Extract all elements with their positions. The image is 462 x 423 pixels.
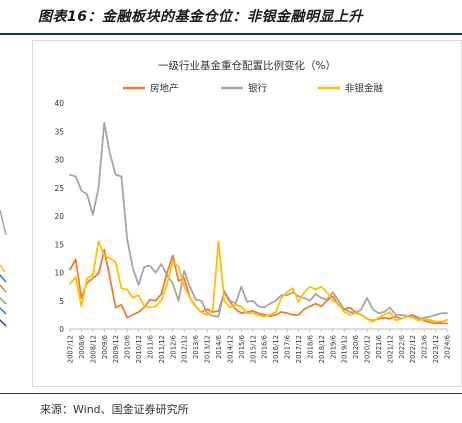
- y-tick-label: 35: [54, 127, 64, 136]
- x-tick-label: 2023/6: [421, 335, 429, 359]
- y-tick-label: 40: [54, 99, 64, 108]
- x-tick-label: 2020/12: [364, 335, 372, 363]
- series-line-1: [69, 249, 448, 325]
- x-tick-label: 2015/6: [238, 335, 246, 359]
- series-lines: [69, 121, 448, 325]
- source-note: 来源：Wind、国金证券研究所: [40, 403, 189, 416]
- legend-label: 银行: [248, 83, 268, 95]
- x-tick-label: 2013/6: [192, 335, 200, 359]
- x-tick-label: 2017/6: [284, 335, 292, 359]
- y-tick-label: 20: [54, 212, 64, 221]
- y-tick-label: 0: [59, 325, 64, 334]
- x-tick-label: 2012/6: [169, 335, 177, 359]
- x-tick-label: 2019/6: [329, 335, 337, 359]
- bottom-rule: [0, 393, 462, 394]
- x-tick-label: 2021/12: [386, 335, 394, 363]
- x-tick-label: 2011/12: [158, 335, 166, 363]
- x-axis: 2007/12 2008/6 2008/12 2009/6 2009/12 2010/6 2…: [67, 328, 452, 363]
- x-tick-label: 2009/6: [101, 335, 109, 359]
- legend-label: 房地产: [150, 83, 179, 95]
- x-tick-label: 2016/6: [261, 335, 269, 359]
- legend-label: 非银金融: [345, 83, 384, 95]
- chart-title: 一级行业基金重仓配置比例变化（%）: [158, 59, 336, 72]
- y-tick-label: 5: [59, 297, 64, 306]
- y-tick-label: 10: [54, 269, 64, 278]
- series-line-3: [69, 240, 448, 323]
- x-tick-label: 2019/12: [341, 335, 349, 363]
- x-tick-label: 2014/6: [215, 335, 223, 359]
- top-rule: [0, 33, 462, 35]
- x-tick-label: 2021/6: [375, 335, 383, 359]
- x-tick-label: 2022/12: [409, 335, 417, 363]
- x-tick-label: 2010/6: [124, 335, 132, 359]
- x-tick-label: 2013/12: [204, 335, 212, 363]
- x-tick-label: 2022/6: [398, 335, 406, 359]
- x-tick-label: 2020/6: [352, 335, 360, 359]
- figure-title: 图表16：金融板块的基金仓位：非银金融明显上升: [38, 9, 363, 25]
- x-tick-label: 2017/12: [295, 335, 303, 363]
- y-tick-label: 15: [54, 240, 64, 249]
- x-tick-label: 2018/12: [318, 335, 326, 363]
- y-axis: 0 5 10 15 20 25 30 35 40: [54, 99, 64, 334]
- x-tick-label: 2012/12: [181, 335, 189, 363]
- x-tick-label: 2023/12: [432, 335, 440, 363]
- left-edge-fragment: [0, 209, 7, 327]
- y-tick-label: 30: [54, 156, 64, 165]
- x-tick-label: 2014/12: [226, 335, 234, 363]
- x-tick-label: 2016/12: [272, 335, 280, 363]
- legend: 房地产 银行 非银金融: [123, 83, 384, 95]
- x-tick-label: 2011/6: [146, 335, 154, 359]
- x-tick-label: 2015/12: [249, 335, 257, 363]
- x-tick-label: 2009/12: [112, 335, 120, 363]
- chart-frame: 一级行业基金重仓配置比例变化（%） 房地产 银行 非银金融 0 5 10 15 20 25 30…: [32, 40, 462, 387]
- x-tick-label: 2024/6: [444, 335, 452, 359]
- x-tick-label: 2007/12: [67, 335, 75, 363]
- x-tick-label: 2008/6: [78, 335, 86, 359]
- chart: 一级行业基金重仓配置比例变化（%） 房地产 银行 非银金融 0 5 10 15 20 25 30…: [54, 59, 452, 363]
- x-tick-label: 2008/12: [89, 335, 97, 363]
- y-tick-label: 25: [54, 184, 64, 193]
- x-tick-label: 2010/12: [135, 335, 143, 363]
- x-tick-label: 2018/6: [306, 335, 314, 359]
- series-line-2: [69, 121, 448, 320]
